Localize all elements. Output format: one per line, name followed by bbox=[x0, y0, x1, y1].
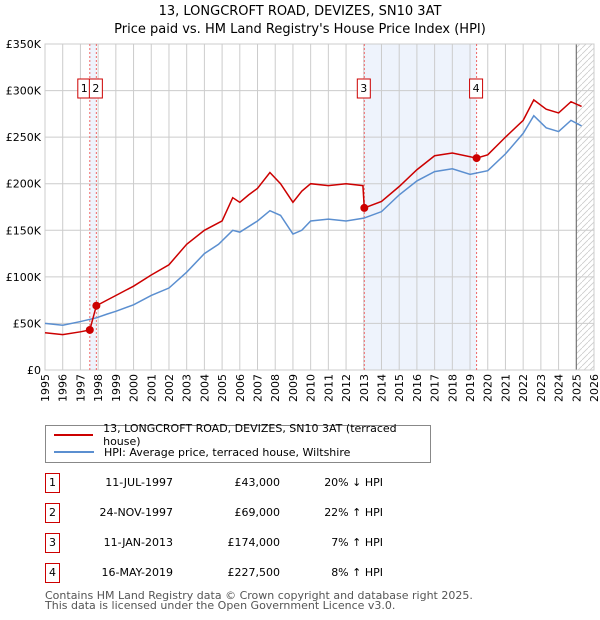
legend-label: 13, LONGCROFT ROAD, DEVIZES, SN10 3AT (t… bbox=[103, 422, 397, 448]
forecast-hatch bbox=[576, 44, 594, 370]
sale-marker-label: 1 bbox=[45, 473, 60, 493]
y-tick-label: £100K bbox=[6, 271, 42, 284]
sale-row: 2 24-NOV-1997 £69,000 22% ↑ HPI bbox=[45, 503, 445, 523]
x-tick-label: 2017 bbox=[429, 374, 442, 402]
x-tick-label: 2019 bbox=[464, 374, 477, 402]
sale-point bbox=[92, 301, 101, 310]
x-tick-label: 2004 bbox=[198, 374, 211, 402]
x-tick-label: 2013 bbox=[358, 374, 371, 402]
x-tick-label: 2014 bbox=[375, 374, 388, 402]
footer-line-1: Contains HM Land Registry data © Crown c… bbox=[45, 589, 473, 602]
sale-marker-label: 2 bbox=[45, 503, 60, 523]
x-tick-label: 2011 bbox=[322, 374, 335, 402]
legend: 13, LONGCROFT ROAD, DEVIZES, SN10 3AT (t… bbox=[45, 422, 431, 463]
y-tick-label: £150K bbox=[6, 224, 42, 237]
sale-price: £227,500 bbox=[227, 566, 281, 579]
chart-title: 13, LONGCROFT ROAD, DEVIZES, SN10 3AT bbox=[158, 4, 442, 19]
sale-date: 11-JAN-2013 bbox=[103, 536, 173, 549]
sale-date: 16-MAY-2019 bbox=[101, 566, 173, 579]
sale-price: £43,000 bbox=[234, 476, 281, 489]
sale-marker-label: 4 bbox=[473, 82, 480, 95]
x-tick-label: 2000 bbox=[128, 374, 141, 402]
x-tick-label: 2015 bbox=[393, 374, 406, 402]
x-tick-label: 2007 bbox=[252, 374, 265, 402]
price-chart: 1995 1996 1997 1998 1999 2000 2001 2002 2003 2004… bbox=[6, 38, 600, 402]
sale-hpi-diff: 8% ↑ HPI bbox=[331, 566, 383, 579]
x-tick-label: 2016 bbox=[411, 374, 424, 402]
x-tick-label: 2010 bbox=[305, 374, 318, 402]
sale-marker-label: 4 bbox=[45, 563, 60, 583]
sale-point bbox=[85, 325, 94, 334]
x-tick-label: 2002 bbox=[163, 374, 176, 402]
chart-subtitle: Price paid vs. HM Land Registry's House … bbox=[114, 22, 486, 37]
y-tick-label: £200K bbox=[6, 178, 42, 191]
x-tick-label: 2022 bbox=[517, 374, 530, 402]
y-tick-label: £300K bbox=[6, 85, 42, 98]
x-tick-label: 2020 bbox=[482, 374, 495, 402]
plot-border bbox=[44, 43, 595, 371]
x-tick-label: 2021 bbox=[499, 374, 512, 402]
y-tick-label: £0 bbox=[27, 364, 41, 377]
sale-marker: 3 bbox=[356, 78, 371, 99]
x-tick-label: 2026 bbox=[588, 374, 600, 402]
x-tick-label: 1998 bbox=[92, 374, 105, 402]
sale-hpi-diff: 7% ↑ HPI bbox=[331, 536, 383, 549]
sale-price: £69,000 bbox=[234, 506, 281, 519]
y-tick-label: £350K bbox=[6, 38, 42, 51]
hpi-line bbox=[44, 114, 582, 327]
sale-marker-label: 2 bbox=[92, 82, 99, 95]
legend-swatch-blue bbox=[54, 451, 94, 453]
sale-price: £174,000 bbox=[227, 536, 281, 549]
x-tick-label: 2003 bbox=[181, 374, 194, 402]
shaded-range bbox=[89, 44, 97, 370]
x-tick-label: 2008 bbox=[269, 374, 282, 402]
x-tick-label: 1996 bbox=[57, 374, 70, 402]
sale-row: 1 11-JUL-1997 £43,000 20% ↓ HPI bbox=[45, 473, 445, 493]
sale-point bbox=[360, 203, 369, 212]
x-tick-label: 2009 bbox=[287, 374, 300, 402]
sale-marker: 2 bbox=[88, 78, 103, 99]
sale-marker-box bbox=[356, 78, 371, 99]
sale-marker: 4 bbox=[469, 78, 484, 99]
x-tick-label: 1999 bbox=[110, 374, 123, 402]
sale-marker-label: 3 bbox=[45, 533, 60, 553]
y-tick-label: £50K bbox=[13, 317, 42, 330]
legend-swatch-red bbox=[54, 434, 94, 436]
x-tick-label: 2024 bbox=[553, 374, 566, 402]
sale-date: 11-JUL-1997 bbox=[105, 476, 173, 489]
shaded-range bbox=[364, 44, 477, 370]
price-paid-line bbox=[44, 98, 582, 336]
x-tick-label: 2005 bbox=[216, 374, 229, 402]
x-tick-label: 2001 bbox=[145, 374, 158, 402]
sale-marker-label: 3 bbox=[360, 82, 367, 95]
sale-hpi-diff: 22% ↑ HPI bbox=[324, 506, 383, 519]
x-tick-label: 1995 bbox=[39, 374, 52, 402]
x-tick-label: 2012 bbox=[340, 374, 353, 402]
sale-marker-box bbox=[88, 78, 103, 99]
sale-hpi-diff: 20% ↓ HPI bbox=[324, 476, 383, 489]
sale-marker: 1 bbox=[77, 78, 92, 99]
x-tick-label: 2006 bbox=[234, 374, 247, 402]
sale-row: 4 16-MAY-2019 £227,500 8% ↑ HPI bbox=[45, 563, 445, 583]
x-tick-label: 2023 bbox=[535, 374, 548, 402]
legend-item-property: 13, LONGCROFT ROAD, DEVIZES, SN10 3AT (t… bbox=[54, 422, 430, 448]
legend-item-hpi: HPI: Average price, terraced house, Wilt… bbox=[54, 444, 350, 460]
x-tick-label: 2025 bbox=[570, 374, 583, 402]
legend-label: HPI: Average price, terraced house, Wilt… bbox=[104, 445, 351, 459]
x-tick-label: 1997 bbox=[74, 374, 87, 402]
footer-line-2: This data is licensed under the Open Gov… bbox=[45, 599, 396, 612]
x-tick-label: 2018 bbox=[446, 374, 459, 402]
sale-row: 3 11-JAN-2013 £174,000 7% ↑ HPI bbox=[45, 533, 445, 553]
sale-point bbox=[472, 154, 481, 163]
y-tick-label: £250K bbox=[6, 131, 42, 144]
sale-date: 24-NOV-1997 bbox=[99, 506, 173, 519]
sale-marker-label: 1 bbox=[81, 82, 88, 95]
sale-marker-box bbox=[469, 78, 484, 99]
